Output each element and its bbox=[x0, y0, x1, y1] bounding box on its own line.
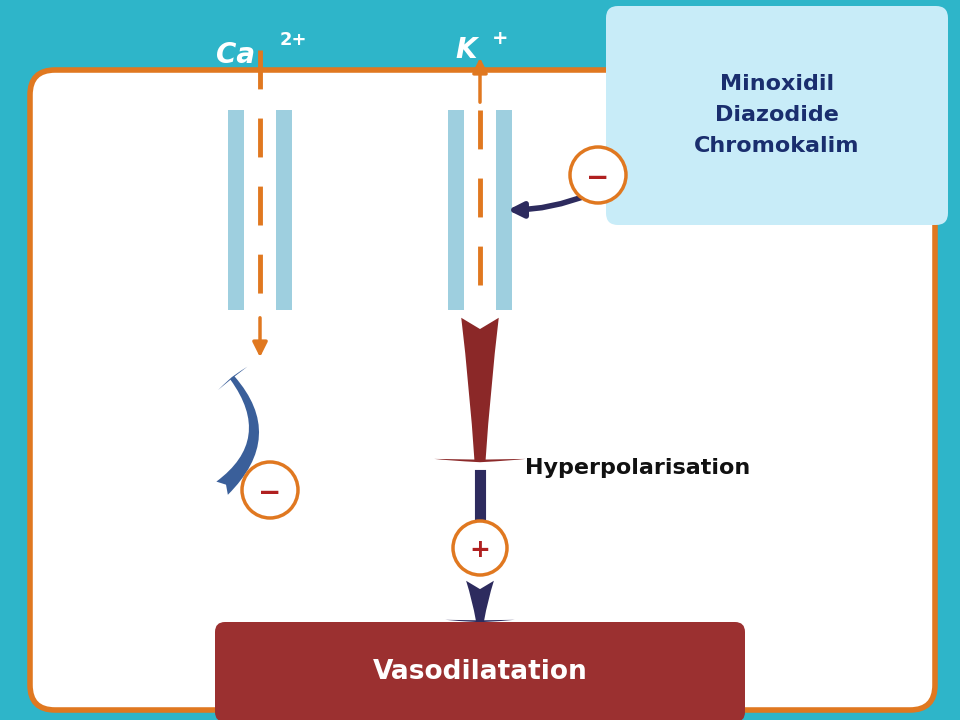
Text: Hyperpolarisation: Hyperpolarisation bbox=[525, 458, 751, 478]
Circle shape bbox=[242, 462, 298, 518]
Text: −: − bbox=[258, 479, 281, 507]
Circle shape bbox=[453, 521, 507, 575]
Bar bbox=[496, 110, 512, 310]
FancyBboxPatch shape bbox=[30, 70, 935, 710]
Bar bbox=[448, 110, 464, 310]
FancyArrowPatch shape bbox=[216, 366, 259, 495]
Bar bbox=[276, 110, 292, 310]
Text: 2+: 2+ bbox=[280, 31, 307, 49]
Text: +: + bbox=[469, 538, 491, 562]
Text: Ca: Ca bbox=[216, 41, 255, 69]
Circle shape bbox=[570, 147, 626, 203]
Text: −: − bbox=[587, 164, 610, 192]
Bar bbox=[228, 110, 244, 310]
Text: K: K bbox=[455, 36, 477, 64]
FancyBboxPatch shape bbox=[606, 6, 948, 225]
Text: +: + bbox=[492, 29, 509, 48]
FancyBboxPatch shape bbox=[215, 622, 745, 720]
Text: Minoxidil
Diazodide
Chromokalim: Minoxidil Diazodide Chromokalim bbox=[694, 74, 860, 156]
Text: Vasodilatation: Vasodilatation bbox=[372, 659, 588, 685]
